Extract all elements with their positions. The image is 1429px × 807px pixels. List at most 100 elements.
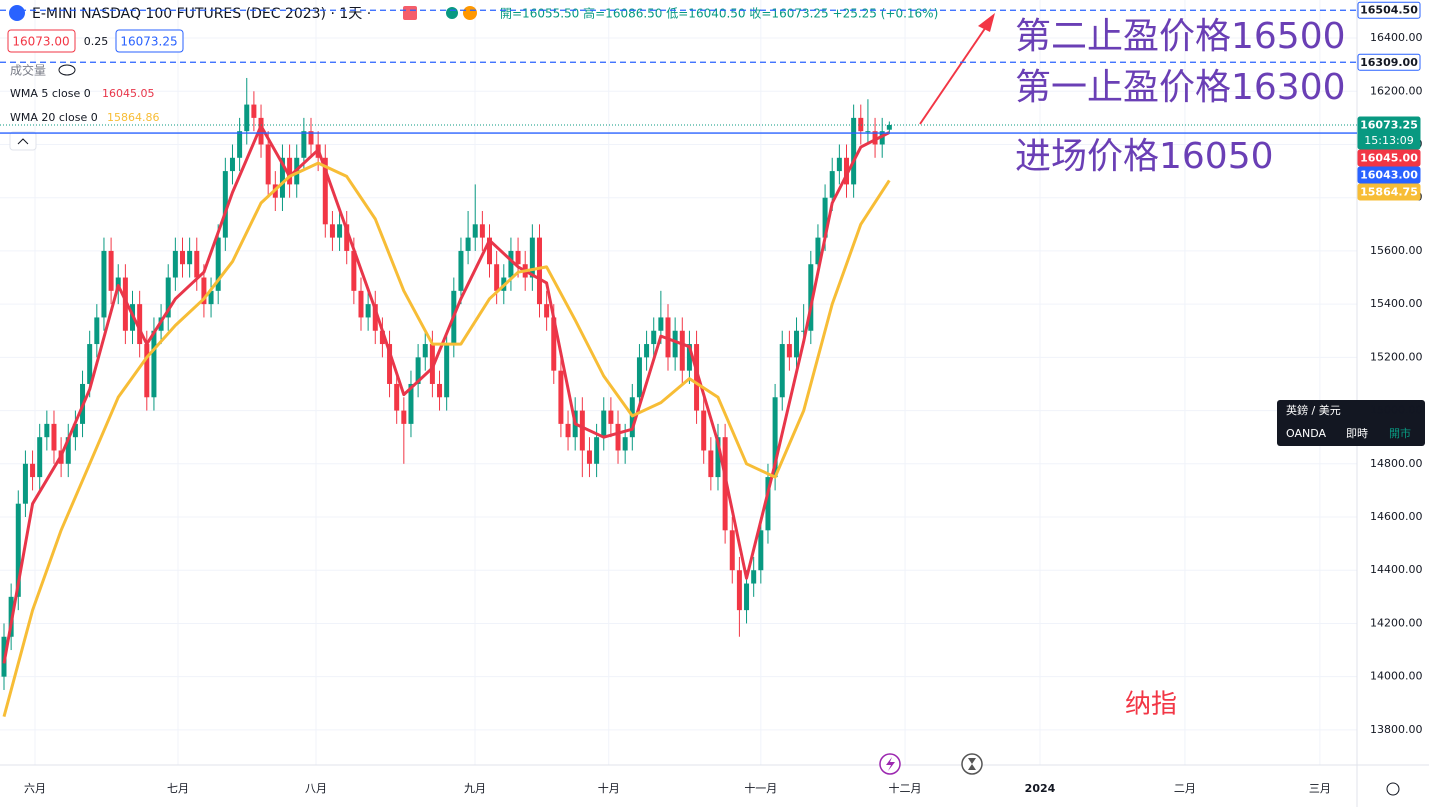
y-tick-label: 14400.00 (1370, 563, 1423, 576)
candle-body (444, 344, 450, 398)
candle-body (644, 344, 650, 358)
candle-body (379, 330, 385, 345)
candle-body (372, 304, 378, 331)
flag-icon[interactable] (403, 6, 417, 20)
collapse-button[interactable] (9, 131, 37, 151)
candle-body (351, 250, 357, 291)
tooltip-status: 開市 (1389, 426, 1411, 440)
candle-body (758, 530, 764, 571)
price-badge-label: 15864.75 (1360, 185, 1418, 198)
annotation: 进场价格16050 (1015, 136, 1274, 177)
tooltip-mode: 即時 (1346, 427, 1368, 440)
x-tick-label: 八月 (305, 782, 327, 795)
candle-body (779, 344, 785, 398)
candle-body (365, 304, 371, 318)
y-tick-label: 14000.00 (1370, 670, 1423, 683)
ask-price[interactable]: 16073.25 (120, 35, 177, 49)
y-tick-label: 15000.00 (1370, 404, 1423, 417)
price-badge (1357, 149, 1421, 167)
y-tick-label: 15200.00 (1370, 350, 1423, 363)
candle-body (344, 224, 350, 251)
candle-body (701, 410, 707, 451)
y-tick-label: 15600.00 (1370, 244, 1423, 257)
candle-body (772, 397, 778, 478)
candle-body (686, 344, 692, 371)
y-tick-label: 14200.00 (1370, 616, 1423, 629)
candle-body (736, 570, 742, 611)
candle-body (744, 583, 750, 611)
candle-body (287, 157, 293, 185)
eye-icon[interactable] (58, 64, 76, 76)
candle-body (229, 157, 235, 172)
sell-box[interactable] (7, 29, 76, 53)
legend-label: WMA 5 close 0 (10, 87, 91, 100)
candle-body (658, 317, 664, 331)
candle-body (615, 423, 621, 451)
candle-body (536, 237, 542, 305)
candle-body (37, 437, 43, 478)
candle-body (751, 570, 757, 584)
annotation: 第二止盈价格16500 (1015, 16, 1346, 57)
tooltip-source: OANDA (1286, 427, 1326, 440)
candle-body (94, 317, 100, 345)
candle-body (829, 171, 835, 198)
annotation: 纳指 (1125, 690, 1177, 720)
price-badge-label: 16309.00 (1360, 56, 1418, 69)
candle-body (408, 383, 414, 424)
y-tick-label: 16200.00 (1370, 84, 1423, 97)
candle-body (22, 463, 28, 504)
candle-body (44, 423, 50, 438)
volume-label: 成交量 (10, 63, 46, 78)
candle-body (30, 463, 36, 478)
buy-box[interactable] (115, 29, 184, 53)
candle-body (72, 423, 78, 438)
candle-body (251, 104, 257, 118)
candle-body (815, 237, 821, 265)
countdown: 15:13:09 (1364, 134, 1413, 147)
candle-body (694, 344, 700, 411)
candle-body (172, 250, 178, 278)
legend-value: 15864.86 (107, 111, 160, 124)
candle-body (836, 157, 842, 172)
status-icon[interactable] (463, 6, 477, 20)
price-badge (1357, 183, 1421, 201)
candle-body (244, 104, 250, 132)
candle-body (429, 344, 435, 384)
event-icon-glyph (886, 757, 895, 771)
candle-body (329, 224, 335, 238)
x-tick-label: 九月 (464, 782, 486, 795)
x-tick-label: 十一月 (744, 781, 777, 795)
candle-body (879, 131, 885, 145)
bid-price[interactable]: 16073.00 (12, 35, 69, 49)
candle-body (765, 477, 771, 531)
candle-body (308, 131, 314, 145)
symbol-title[interactable]: E-MINI NASDAQ 100 FUTURES (DEC 2023) · 1… (32, 6, 371, 22)
candle-body (601, 410, 607, 438)
candle-body (565, 423, 571, 438)
x-tick-label: 七月 (167, 782, 189, 795)
candle-body (144, 344, 150, 398)
candle-body (101, 250, 107, 318)
candle-body (822, 197, 828, 238)
legend-label: WMA 20 close 0 (10, 111, 98, 124)
candle-body (808, 264, 814, 331)
candle-body (208, 290, 214, 305)
candle-body (237, 131, 243, 158)
candle-body (422, 344, 428, 358)
wma-line (2, 161, 891, 717)
candle-body (586, 450, 592, 464)
candle-body (201, 277, 207, 305)
x-tick-label: 2024 (1025, 782, 1056, 795)
arrow (919, 23, 989, 125)
event-icon-glyph (968, 758, 976, 770)
x-tick-label: 十月 (598, 781, 620, 795)
legend-value: 16045.05 (102, 87, 155, 100)
x-tick-label: 二月 (1174, 782, 1196, 795)
candle-body (794, 330, 800, 358)
price-badge-label: 16043.00 (1360, 168, 1418, 181)
settings-icon[interactable] (1386, 782, 1400, 796)
status-icon[interactable] (446, 7, 458, 19)
candle-body (337, 224, 343, 238)
candle-body (886, 124, 892, 130)
